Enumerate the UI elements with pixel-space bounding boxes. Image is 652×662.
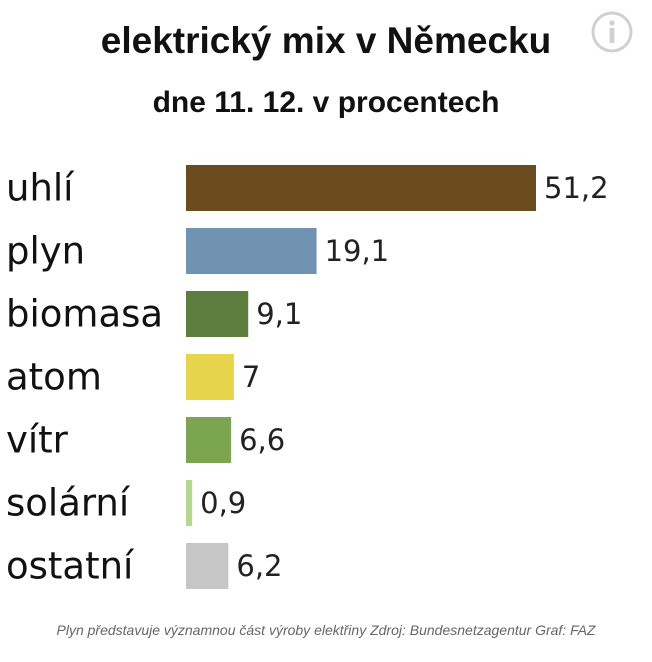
bar <box>186 291 249 337</box>
bar <box>186 480 193 526</box>
value-label: 6,6 <box>239 423 285 457</box>
chart-title: elektrický mix v Německu <box>100 20 552 61</box>
category-label: ostatní <box>6 545 135 588</box>
value-label: 7 <box>242 360 260 394</box>
category-label: solární <box>6 482 131 525</box>
value-label: 9,1 <box>256 297 302 331</box>
category-label: vítr <box>6 419 69 462</box>
bar-chart: uhlí 51,2 plyn 19,1 biomasa 9,1 atom 7 vítr 6,6 so… <box>6 165 609 589</box>
category-label: atom <box>6 356 102 399</box>
chart-footnote: Plyn představuje významnou část výroby e… <box>56 622 596 638</box>
chart-subtitle: dne 11. 12. v procentech <box>152 86 500 119</box>
value-label: 51,2 <box>544 171 609 205</box>
bar <box>186 354 234 400</box>
category-label: biomasa <box>6 293 163 336</box>
value-label: 6,2 <box>236 549 282 583</box>
bar <box>186 165 536 211</box>
info-icon[interactable] <box>590 10 634 54</box>
value-label: 19,1 <box>325 234 390 268</box>
bar <box>186 228 317 274</box>
bar <box>186 417 232 463</box>
value-label: 0,9 <box>200 486 246 520</box>
bar <box>186 543 229 589</box>
category-label: plyn <box>6 230 85 273</box>
category-label: uhlí <box>6 167 75 210</box>
